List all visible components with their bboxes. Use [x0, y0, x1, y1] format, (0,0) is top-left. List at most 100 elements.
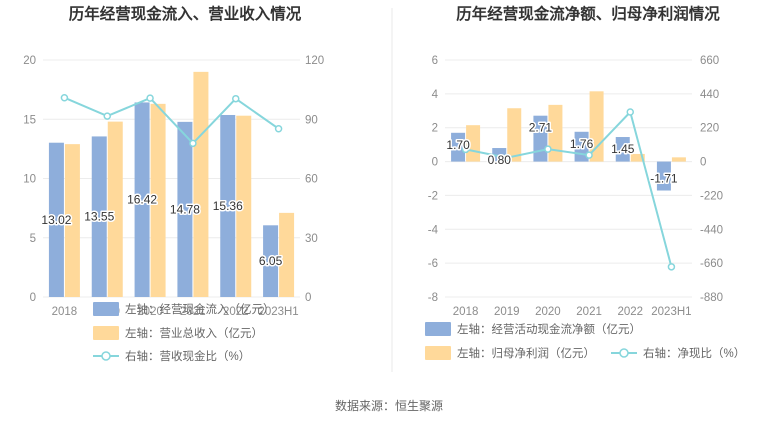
- bar-blue: [91, 136, 107, 297]
- line-point: [461, 145, 470, 154]
- bar-blue: [656, 161, 671, 191]
- right-axis-tick-label: -880: [700, 292, 723, 304]
- right-axis-tick-label: -220: [700, 190, 723, 202]
- right-axis-tick-label: 220: [700, 123, 719, 135]
- legend-swatch: [425, 322, 451, 336]
- right-axis-tick-label: -660: [700, 258, 723, 270]
- right-axis-tick-label: -440: [700, 224, 723, 236]
- bar-orange: [279, 212, 295, 297]
- x-axis-tick-label: 2023H1: [258, 306, 298, 318]
- bar-blue: [492, 148, 507, 162]
- legend-swatch-point: [101, 351, 111, 361]
- x-axis-tick-label: 2022: [617, 306, 643, 318]
- chart-title: 历年经营现金流入、营业收入情况: [69, 4, 302, 23]
- line-point: [585, 151, 593, 159]
- left-axis-tick-label: 6: [432, 55, 438, 67]
- line-point: [103, 112, 111, 120]
- bar-blue: [134, 102, 150, 297]
- line-point: [667, 263, 676, 271]
- left-axis-tick-label: -4: [428, 224, 439, 236]
- x-axis-tick-label: 2022: [223, 306, 249, 318]
- right-axis-tick-label: 60: [305, 174, 318, 186]
- legend-label: 左轴：归母净利润（亿元）: [457, 346, 595, 360]
- bar-blue: [220, 114, 236, 297]
- legend-label: 右轴：营收现金比（%）: [125, 349, 250, 363]
- left-axis-tick-label: 0: [30, 292, 36, 304]
- series-line: [64, 96, 280, 145]
- line-point: [274, 124, 283, 133]
- data-label: 15.36: [213, 199, 243, 213]
- data-label: 13.55: [84, 210, 114, 224]
- right-axis-tick-label: 660: [700, 55, 719, 67]
- data-label: 6.05: [259, 254, 283, 268]
- bar-orange: [150, 103, 166, 297]
- bar-orange: [107, 121, 123, 298]
- data-label: 0.80: [488, 153, 512, 167]
- legend-swatch-point: [619, 348, 629, 358]
- bar-orange: [507, 108, 522, 162]
- x-axis-tick-label: 2020: [137, 306, 163, 318]
- right-axis-tick-label: 440: [700, 89, 719, 101]
- bar-orange: [64, 144, 80, 297]
- right-axis-tick-label: 0: [305, 292, 311, 304]
- data-label: 13.02: [41, 213, 71, 227]
- data-label: 1.76: [570, 137, 594, 151]
- right-axis-tick-label: 30: [305, 233, 318, 245]
- data-label: 2.71: [529, 121, 553, 135]
- line-point: [189, 139, 197, 148]
- x-axis-tick-label: 2021: [180, 306, 206, 318]
- line-point: [232, 94, 240, 103]
- line-point: [60, 93, 69, 102]
- left-axis-tick-label: -6: [428, 258, 438, 270]
- bar-orange: [548, 104, 563, 162]
- bar-blue: [48, 142, 64, 297]
- left-axis-tick-label: 2: [432, 123, 438, 135]
- bar-orange: [671, 157, 686, 162]
- data-label: 16.42: [127, 193, 157, 207]
- left-axis-tick-label: -8: [428, 292, 438, 304]
- legend-label: 左轴：经营活动现金流净额（亿元）: [457, 322, 641, 336]
- x-axis-tick-label: 2019: [494, 306, 520, 318]
- right-axis-tick-label: 120: [305, 55, 324, 67]
- data-label: 1.70: [446, 138, 470, 152]
- line-point: [503, 153, 511, 162]
- left-axis-tick-label: 4: [432, 89, 439, 101]
- x-axis-tick-label: 2018: [453, 306, 479, 318]
- left-axis-tick-label: -2: [428, 190, 438, 202]
- bar-blue: [451, 132, 466, 162]
- left-axis-tick-label: 10: [23, 174, 36, 186]
- bar-orange: [193, 71, 209, 297]
- data-label: 1.45: [611, 142, 635, 156]
- bar-blue: [263, 225, 279, 297]
- bar-blue: [177, 121, 193, 298]
- right-axis-tick-label: 0: [700, 157, 706, 169]
- data-source: 数据来源：恒生聚源: [335, 398, 443, 413]
- bar-orange: [630, 153, 645, 162]
- x-axis-tick-label: 2020: [535, 306, 561, 318]
- legend-label: 右轴：净现比（%）: [643, 346, 745, 360]
- legend-label: 左轴：营业总收入（亿元）: [125, 326, 263, 340]
- net-cashflow-profit-chart: 历年经营现金流净额、归母净利润情况 -8 -6 -4 -2 0 2 4 6 -880 -660 -44…: [425, 4, 745, 360]
- legend-swatch: [93, 302, 119, 316]
- line-point: [146, 94, 154, 102]
- chart-title: 历年经营现金流净额、归母净利润情况: [456, 4, 720, 23]
- left-axis-tick-label: 15: [23, 114, 36, 126]
- data-label: -1.71: [650, 172, 678, 186]
- x-axis-tick-label: 2021: [576, 306, 602, 318]
- x-axis-tick-label: 2018: [52, 306, 78, 318]
- series-line: [465, 110, 673, 268]
- left-axis-tick-label: 20: [23, 55, 36, 67]
- legend-label: 左轴：经营现金流入（亿元）: [125, 302, 275, 316]
- bar-orange: [236, 115, 252, 297]
- line-point: [544, 145, 552, 153]
- right-axis-tick-label: 90: [305, 114, 318, 126]
- cash-inflow-revenue-chart: 历年经营现金流入、营业收入情况0510152003060901202018201…: [23, 4, 324, 363]
- x-axis-tick-label: 2023H1: [651, 306, 691, 318]
- legend-swatch: [93, 326, 119, 340]
- legend-swatch: [425, 346, 451, 360]
- line-point: [626, 108, 634, 116]
- left-axis-tick-label: 5: [30, 233, 36, 245]
- left-axis-tick-label: 0: [432, 157, 438, 169]
- bar-blue: [615, 137, 630, 162]
